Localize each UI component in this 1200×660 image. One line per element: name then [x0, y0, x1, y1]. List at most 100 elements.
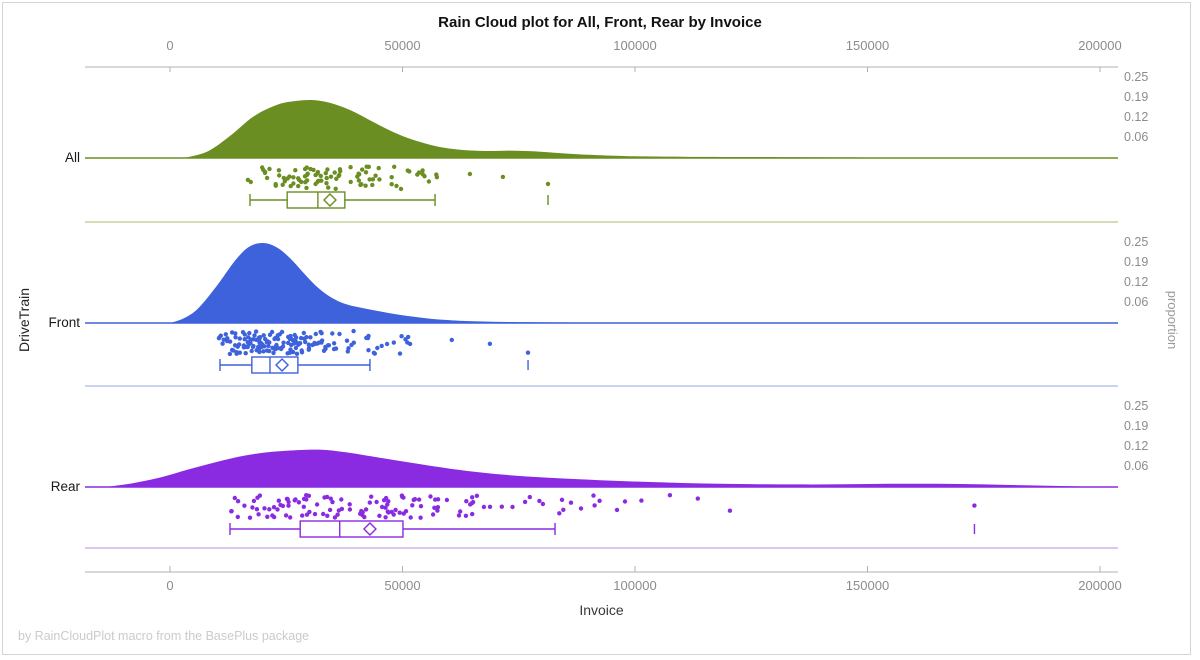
rain-point: [333, 346, 339, 351]
top-x-axis-tick-label: 200000: [1078, 38, 1122, 53]
y2-axis-title: proportion: [1165, 290, 1180, 350]
rain-point: [262, 170, 268, 175]
rain-point: [270, 513, 275, 518]
rain-point: [312, 511, 318, 517]
rain-point: [359, 508, 364, 514]
rain-point: [257, 349, 262, 355]
boxplot-all: [249, 191, 549, 209]
rain-point: [217, 335, 222, 340]
rain-point: [296, 183, 301, 189]
rain-point: [293, 168, 298, 173]
rain-point: [275, 507, 280, 512]
rain-point: [299, 179, 304, 185]
rain-point: [252, 333, 257, 338]
rain-point: [522, 499, 528, 505]
rain-point: [313, 331, 318, 337]
rain-point: [242, 332, 247, 337]
rain-point: [285, 351, 290, 356]
rain-point: [254, 507, 260, 512]
rain-point: [298, 335, 304, 341]
proportion-tick-label: 0.25: [1124, 70, 1149, 84]
rain-point: [383, 515, 388, 520]
rain-point: [391, 512, 396, 517]
rain-point: [499, 504, 504, 509]
rain-point: [370, 182, 375, 188]
rain-point: [314, 502, 320, 507]
density-curve-front: [170, 242, 682, 323]
rain-point: [299, 348, 304, 353]
top-x-axis-tick-label: 150000: [845, 38, 890, 53]
rain-point: [245, 340, 250, 345]
rain-point: [336, 173, 341, 179]
rain-point: [267, 507, 272, 512]
rain-point: [266, 343, 271, 349]
rain-point-outlier: [972, 503, 977, 508]
rain-point: [256, 344, 261, 350]
rain-point: [591, 493, 596, 498]
rain-point: [381, 498, 387, 503]
rain-point: [229, 509, 234, 514]
rain-point: [527, 494, 532, 500]
rain-point: [373, 173, 378, 178]
rain-point: [332, 515, 338, 520]
box: [299, 520, 404, 538]
rain-point: [310, 342, 315, 348]
rain-point: [286, 334, 291, 340]
rain-point: [286, 499, 291, 505]
rain-point: [251, 343, 256, 349]
rain-point: [422, 174, 427, 179]
rain-point: [339, 497, 344, 502]
box: [251, 356, 299, 374]
rain-point: [253, 329, 259, 334]
mean-diamond: [322, 193, 337, 207]
rain-point: [510, 504, 515, 510]
rain-point: [265, 514, 270, 519]
rain-point: [347, 502, 352, 507]
rain-point: [264, 175, 270, 181]
rain-point: [383, 505, 388, 510]
rain-point: [318, 329, 323, 335]
rain-point: [300, 513, 305, 518]
rain-point: [291, 181, 296, 186]
rain-point: [328, 496, 333, 501]
rain-point: [346, 346, 351, 351]
rain-point: [311, 167, 316, 173]
rain-point: [297, 341, 303, 346]
rain-point: [397, 351, 403, 356]
rain-point: [264, 340, 269, 345]
rain-point-outlier: [449, 337, 454, 343]
rain-point: [291, 175, 296, 180]
proportion-tick-label: 0.06: [1124, 295, 1149, 309]
rain-point: [256, 512, 261, 517]
rain-point: [418, 504, 424, 509]
rain-point: [434, 172, 439, 177]
rain-point: [301, 330, 306, 336]
rain-point: [301, 496, 307, 502]
rain-point: [283, 513, 289, 518]
rain-point: [262, 506, 267, 511]
rain-point: [276, 168, 282, 173]
rain-point: [371, 350, 377, 355]
mean-diamond: [275, 358, 290, 372]
rain-point: [332, 170, 337, 175]
rain-point: [330, 499, 335, 505]
rain-point: [303, 339, 308, 345]
rain-point-outlier: [545, 181, 551, 187]
rain-point: [393, 507, 398, 513]
rain-point: [317, 340, 322, 345]
rain-point: [364, 335, 369, 341]
rain-point: [464, 499, 469, 504]
rain-point: [420, 168, 425, 173]
density-curve-all: [183, 99, 1091, 158]
rain-point: [349, 342, 354, 348]
rain-point: [273, 183, 278, 188]
rain-point: [233, 335, 238, 340]
rain-point: [366, 348, 371, 353]
bottom-x-axis-tick-label: 50000: [384, 578, 421, 593]
rain-point: [220, 341, 225, 346]
rain-point: [250, 505, 255, 510]
rain-point: [245, 344, 250, 350]
rain-point: [324, 494, 330, 500]
rain-point: [557, 511, 562, 516]
